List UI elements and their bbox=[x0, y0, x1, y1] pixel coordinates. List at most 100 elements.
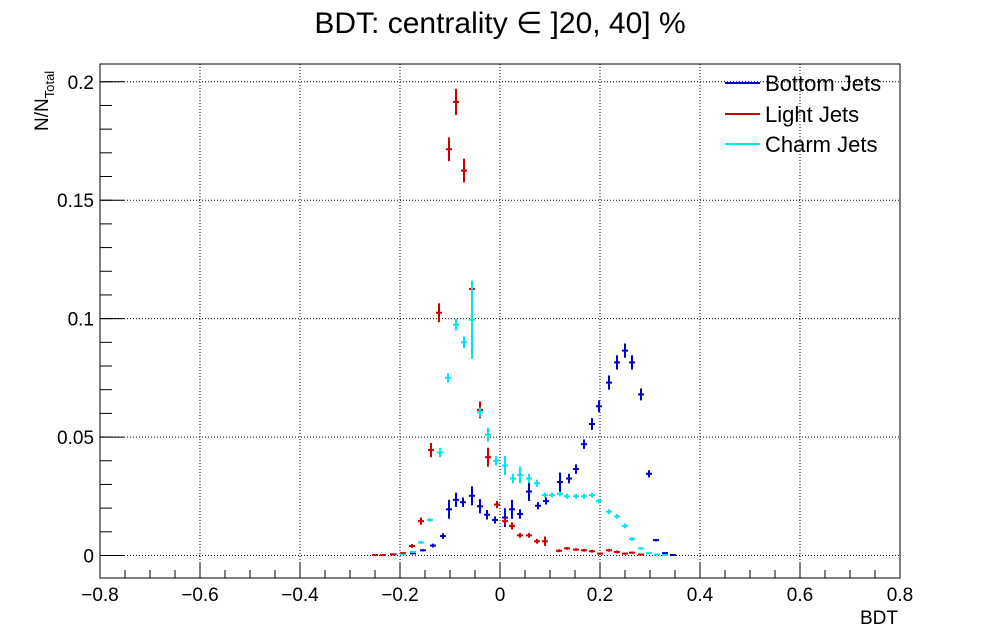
data-point-light-jets bbox=[564, 546, 570, 550]
data-point-bottom-jets bbox=[622, 343, 628, 358]
data-point-light-jets bbox=[622, 552, 628, 555]
legend-label-light-jets: Light Jets bbox=[765, 102, 859, 127]
y-tick-label: 0 bbox=[83, 546, 94, 567]
data-point-light-jets bbox=[502, 517, 508, 525]
data-point-charm-jets bbox=[581, 493, 587, 499]
data-point-charm-jets bbox=[557, 491, 563, 497]
data-point-charm-jets bbox=[461, 336, 467, 349]
data-point-bottom-jets bbox=[535, 502, 541, 510]
axis-ticks bbox=[99, 81, 901, 578]
data-point-charm-jets bbox=[542, 492, 548, 498]
data-point-bottom-jets bbox=[596, 400, 602, 413]
data-point-light-jets bbox=[409, 544, 415, 548]
data-point-bottom-jets bbox=[446, 499, 452, 519]
data-point-light-jets bbox=[485, 447, 491, 467]
chart-title: BDT: centrality ∈ ]20, 40] % bbox=[314, 7, 685, 40]
data-point-light-jets bbox=[589, 549, 595, 553]
data-point-bottom-jets bbox=[670, 554, 676, 557]
data-point-bottom-jets bbox=[653, 538, 659, 542]
data-point-bottom-jets bbox=[662, 552, 668, 555]
data-point-light-jets bbox=[372, 554, 378, 557]
data-point-light-jets bbox=[606, 548, 612, 552]
data-point-charm-jets bbox=[654, 553, 660, 556]
y-tick-label: 0.1 bbox=[68, 310, 94, 331]
data-point-charm-jets bbox=[614, 514, 620, 519]
data-point-charm-jets bbox=[534, 479, 540, 487]
data-point-bottom-jets bbox=[477, 499, 483, 514]
data-point-light-jets bbox=[581, 548, 587, 552]
data-point-light-jets bbox=[509, 522, 515, 530]
data-point-bottom-jets bbox=[557, 472, 563, 492]
data-point-charm-jets bbox=[549, 492, 555, 498]
data-point-bottom-jets bbox=[484, 510, 490, 520]
legend: Bottom Jets Light Jets Charm Jets bbox=[725, 71, 881, 157]
data-point-light-jets bbox=[453, 88, 459, 115]
data-point-bottom-jets bbox=[440, 533, 446, 539]
data-point-light-jets bbox=[556, 549, 562, 553]
data-point-charm-jets bbox=[427, 518, 433, 522]
data-point-charm-jets bbox=[629, 537, 635, 541]
data-point-charm-jets bbox=[564, 493, 570, 499]
data-point-bottom-jets bbox=[453, 492, 459, 507]
data-point-bottom-jets bbox=[614, 355, 620, 370]
legend-label-bottom-jets: Bottom Jets bbox=[765, 71, 881, 96]
data-point-charm-jets bbox=[410, 550, 416, 553]
data-point-charm-jets bbox=[477, 407, 483, 417]
data-point-charm-jets bbox=[510, 473, 516, 484]
data-point-light-jets bbox=[418, 517, 424, 525]
data-point-charm-jets bbox=[606, 509, 612, 515]
data-point-charm-jets bbox=[400, 553, 406, 556]
data-point-light-jets bbox=[494, 501, 500, 509]
data-point-light-jets bbox=[534, 538, 540, 544]
data-point-bottom-jets bbox=[460, 497, 466, 507]
data-point-bottom-jets bbox=[566, 473, 572, 484]
data-point-bottom-jets bbox=[638, 388, 644, 401]
data-point-light-jets bbox=[526, 532, 532, 538]
y-axis-label-main: N/N bbox=[32, 98, 53, 131]
data-point-light-jets bbox=[446, 137, 452, 162]
x-tick-label: 0.2 bbox=[587, 585, 613, 606]
data-point-bottom-jets bbox=[430, 543, 436, 548]
data-point-charm-jets bbox=[517, 466, 523, 484]
data-point-light-jets bbox=[573, 548, 579, 551]
x-tick-label: 0.8 bbox=[887, 585, 913, 606]
data-point-light-jets bbox=[390, 553, 396, 556]
x-axis-label: BDT bbox=[860, 608, 898, 629]
data-point-charm-jets bbox=[502, 456, 508, 475]
data-point-light-jets bbox=[542, 536, 548, 547]
series-light-jets bbox=[372, 88, 644, 557]
data-point-charm-jets bbox=[445, 373, 451, 383]
x-tick-labels: −0.8 −0.6 −0.4 −0.2 0 0.2 0.4 0.6 0.8 bbox=[81, 585, 913, 606]
x-tick-label: −0.6 bbox=[181, 585, 219, 606]
x-tick-label: −0.8 bbox=[81, 585, 119, 606]
data-point-bottom-jets bbox=[509, 499, 515, 519]
data-point-light-jets bbox=[638, 553, 644, 556]
data-point-light-jets bbox=[629, 551, 635, 554]
data-point-charm-jets bbox=[596, 498, 602, 504]
x-tick-label: −0.2 bbox=[381, 585, 419, 606]
data-point-bottom-jets bbox=[646, 470, 652, 478]
data-point-bottom-jets bbox=[629, 355, 635, 370]
data-point-light-jets bbox=[461, 158, 467, 183]
data-point-charm-jets bbox=[493, 456, 499, 466]
y-tick-label: 0.2 bbox=[68, 73, 94, 94]
data-point-light-jets bbox=[614, 550, 620, 554]
data-point-charm-jets bbox=[662, 554, 668, 557]
series-charm-jets bbox=[400, 280, 668, 557]
data-point-charm-jets bbox=[573, 493, 579, 499]
data-point-bottom-jets bbox=[573, 464, 579, 474]
x-tick-label: −0.4 bbox=[281, 585, 319, 606]
data-point-light-jets bbox=[436, 303, 442, 323]
data-point-charm-jets bbox=[453, 318, 459, 331]
y-tick-label: 0.15 bbox=[57, 191, 94, 212]
data-point-charm-jets bbox=[622, 523, 628, 529]
data-point-light-jets bbox=[428, 442, 434, 458]
data-point-charm-jets bbox=[646, 552, 652, 555]
grid bbox=[100, 64, 900, 578]
data-point-light-jets bbox=[517, 532, 523, 538]
data-point-light-jets bbox=[597, 552, 603, 555]
x-tick-label: 0.4 bbox=[687, 585, 714, 606]
data-point-bottom-jets bbox=[543, 497, 549, 505]
